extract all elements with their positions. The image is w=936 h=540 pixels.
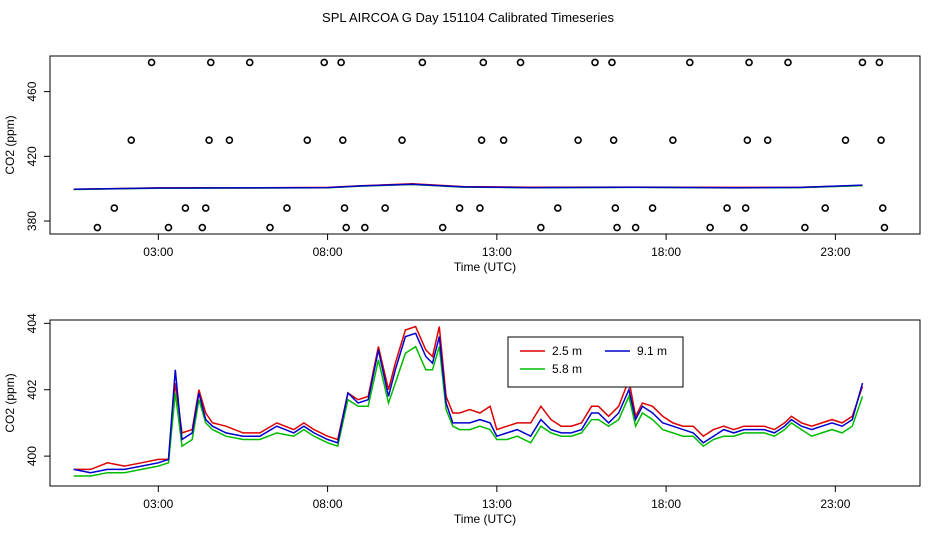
calibration-point (878, 204, 887, 212)
calibration-point (880, 223, 889, 232)
calibration-point (438, 223, 447, 232)
y-tick-label: 420 (25, 146, 39, 166)
calibration-point (198, 223, 207, 232)
calibration-point (201, 204, 210, 212)
calibration-point (801, 223, 809, 232)
bottom-plot-co2: 03:00 08:00 13:00 18:00 23:00 400 402 404 Time (… (3, 313, 921, 526)
calibration-point (591, 58, 599, 67)
calibration-point (743, 136, 752, 144)
calibration-point (455, 204, 464, 212)
calibration-point (499, 136, 508, 144)
calibration-point (723, 204, 731, 212)
calibration-point (608, 58, 616, 67)
y-tick-label: 402 (25, 379, 39, 399)
calibration-point (877, 136, 885, 144)
calibration-point (398, 136, 406, 144)
x-tick-label: 23:00 (820, 245, 850, 259)
calibration-point (611, 204, 620, 212)
calibration-point (821, 204, 830, 212)
calibration-point (283, 204, 291, 212)
calibration-point (147, 58, 156, 67)
series-line-5-8-m (73, 345, 864, 477)
calibration-point (631, 223, 640, 232)
calibration-point (745, 58, 753, 67)
calibration-point (337, 58, 345, 67)
calibration-point (553, 204, 562, 212)
calibration-point (741, 204, 750, 212)
calibration-point (206, 58, 215, 67)
calibration-point (537, 223, 545, 232)
x-tick-label: 13:00 (482, 245, 512, 259)
calibration-point (205, 136, 213, 144)
calibration-point (245, 58, 254, 67)
legend-label: 9.1 m (637, 344, 667, 358)
x-tick-label: 18:00 (651, 245, 681, 259)
calibration-point (266, 223, 274, 232)
calibration-point (841, 136, 850, 144)
calibration-point (784, 58, 792, 67)
x-tick-label: 13:00 (482, 497, 512, 511)
figure-title: SPL AIRCOA G Day 151104 Calibrated Times… (322, 10, 614, 25)
calibration-point (320, 58, 329, 67)
legend-label: 2.5 m (552, 344, 582, 358)
calibration-point (361, 223, 369, 232)
calibration-point (740, 223, 748, 232)
plot-frame (49, 55, 921, 235)
calibration-point (93, 223, 102, 232)
calibration-point (686, 58, 694, 67)
calibration-point (875, 58, 884, 67)
x-tick-label: 03:00 (143, 245, 173, 259)
series-line-9-1-m (73, 183, 863, 191)
calibration-point (340, 204, 349, 212)
calibration-point (339, 136, 347, 144)
legend-label: 5.8 m (552, 362, 582, 376)
calibration-point (381, 204, 389, 212)
calibration-point (706, 223, 714, 232)
calibration-point (164, 223, 173, 232)
x-axis-label: Time (UTC) (454, 260, 516, 274)
series-line-2-5-m (73, 325, 864, 471)
legend: 2.5 m 5.8 m 9.1 m (507, 336, 684, 388)
series-line-9-1-m (73, 332, 864, 474)
x-tick-label: 08:00 (313, 497, 343, 511)
calibration-point (477, 136, 486, 144)
legend-box (507, 336, 684, 388)
calibration-point (418, 58, 427, 67)
plot-frame (49, 319, 921, 487)
calibration-point (225, 136, 234, 144)
calibration-point (110, 204, 119, 212)
calibration-point (648, 204, 657, 212)
calibration-point (574, 136, 582, 144)
calibration-point (516, 58, 525, 67)
y-axis-label: CO2 (ppm) (3, 115, 17, 174)
x-tick-label: 18:00 (651, 497, 681, 511)
calibration-point (613, 223, 621, 232)
x-tick-label: 08:00 (313, 245, 343, 259)
calibration-point (476, 204, 484, 212)
y-tick-label: 380 (25, 211, 39, 231)
y-tick-label: 404 (25, 313, 39, 333)
calibration-point (127, 136, 136, 144)
y-tick-label: 400 (25, 446, 39, 466)
x-tick-label: 23:00 (820, 497, 850, 511)
top-plot-calibration: 03:00 08:00 13:00 18:00 23:00 380 420 460 Time (… (3, 55, 921, 274)
calibration-point (609, 136, 618, 144)
x-axis-label: Time (UTC) (454, 512, 516, 526)
calibration-point (342, 223, 351, 232)
calibration-point (669, 136, 677, 144)
calibration-point (181, 204, 190, 212)
y-tick-label: 460 (25, 81, 39, 101)
calibration-point (479, 58, 488, 67)
y-axis-label: CO2 (ppm) (3, 373, 17, 432)
calibration-point (858, 58, 867, 67)
calibration-point (763, 136, 772, 144)
x-tick-label: 03:00 (143, 497, 173, 511)
calibration-point (303, 136, 312, 144)
